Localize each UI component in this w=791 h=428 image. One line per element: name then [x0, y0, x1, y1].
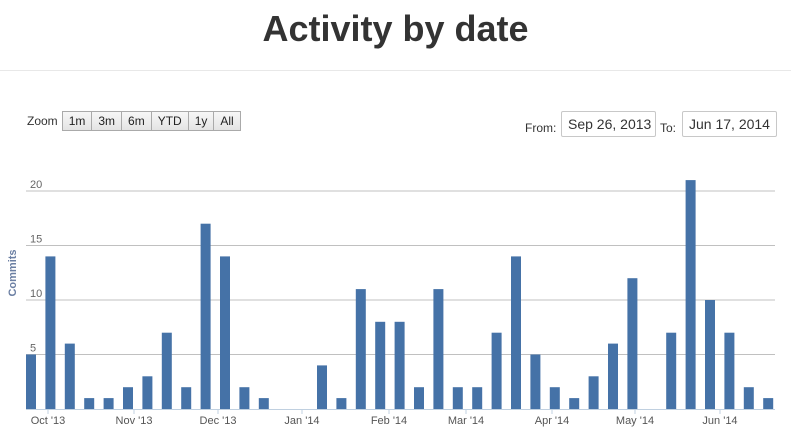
bar[interactable]: [472, 387, 483, 409]
y-tick-label: 10: [30, 288, 42, 300]
from-date-input[interactable]: Sep 26, 2013: [561, 111, 656, 137]
x-tick-label: May '14: [616, 415, 654, 427]
zoom-ytd-button[interactable]: YTD: [151, 112, 189, 130]
bar[interactable]: [317, 365, 327, 409]
bar[interactable]: [181, 387, 192, 409]
bar[interactable]: [220, 256, 230, 409]
bar[interactable]: [123, 387, 133, 409]
bar[interactable]: [763, 398, 774, 409]
y-tick-label: 20: [30, 179, 42, 191]
bar[interactable]: [142, 376, 153, 409]
to-date-input[interactable]: Jun 17, 2014: [682, 111, 777, 137]
x-axis: Oct '13 Nov '13 Dec '13 Jan '14 Feb '14 Mar '…: [26, 409, 775, 427]
bar[interactable]: [239, 387, 250, 409]
bar[interactable]: [336, 398, 347, 409]
bar[interactable]: [355, 289, 366, 409]
bar[interactable]: [103, 398, 114, 409]
zoom-3m-button[interactable]: 3m: [92, 112, 123, 130]
bar[interactable]: [743, 387, 754, 409]
bar[interactable]: [724, 332, 735, 409]
zoom-bar: Zoom 1m 3m 6m YTD 1y All: [27, 111, 241, 131]
y-axis-label: Commits: [7, 249, 19, 296]
bar[interactable]: [84, 398, 95, 409]
bar[interactable]: [452, 387, 463, 409]
zoom-1m-button[interactable]: 1m: [62, 112, 93, 130]
bar[interactable]: [588, 376, 599, 409]
from-label: From:: [525, 121, 557, 135]
zoom-6m-button[interactable]: 6m: [122, 112, 152, 130]
y-tick-label: 5: [30, 343, 36, 355]
x-tick-label: Feb '14: [371, 415, 407, 427]
bar[interactable]: [549, 387, 560, 409]
zoom-buttons: 1m 3m 6m YTD 1y All: [61, 111, 241, 131]
bar[interactable]: [569, 398, 580, 409]
zoom-label: Zoom: [27, 114, 58, 128]
bar[interactable]: [511, 256, 521, 409]
bar-series: [26, 180, 774, 410]
bar[interactable]: [608, 343, 618, 409]
page-header: Activity by date: [0, 0, 791, 71]
y-tick-label: 15: [30, 234, 42, 246]
bar[interactable]: [666, 332, 677, 409]
bar[interactable]: [705, 300, 715, 409]
x-tick-label: Oct '13: [31, 415, 66, 427]
page-title: Activity by date: [262, 8, 529, 49]
bar[interactable]: [530, 354, 541, 410]
x-tick-label: Apr '14: [535, 415, 570, 427]
zoom-all-button[interactable]: All: [214, 112, 240, 130]
x-tick-label: Jun '14: [702, 415, 737, 427]
bar[interactable]: [433, 289, 444, 409]
x-tick-label: Dec '13: [200, 415, 237, 427]
x-tick-label: Jan '14: [284, 415, 319, 427]
to-label: To:: [660, 121, 677, 135]
bar[interactable]: [161, 332, 172, 409]
bar[interactable]: [64, 343, 75, 409]
bar[interactable]: [258, 398, 269, 409]
x-tick-label: Nov '13: [116, 415, 153, 427]
bar[interactable]: [26, 354, 36, 410]
bar[interactable]: [394, 321, 405, 409]
bar[interactable]: [685, 180, 696, 409]
bar[interactable]: [414, 387, 424, 409]
bar[interactable]: [45, 256, 56, 409]
bar[interactable]: [491, 332, 502, 409]
zoom-1y-button[interactable]: 1y: [188, 112, 215, 130]
bar[interactable]: [627, 278, 638, 409]
bar[interactable]: [375, 321, 386, 409]
bar[interactable]: [200, 223, 211, 409]
x-tick-label: Mar '14: [448, 415, 484, 427]
